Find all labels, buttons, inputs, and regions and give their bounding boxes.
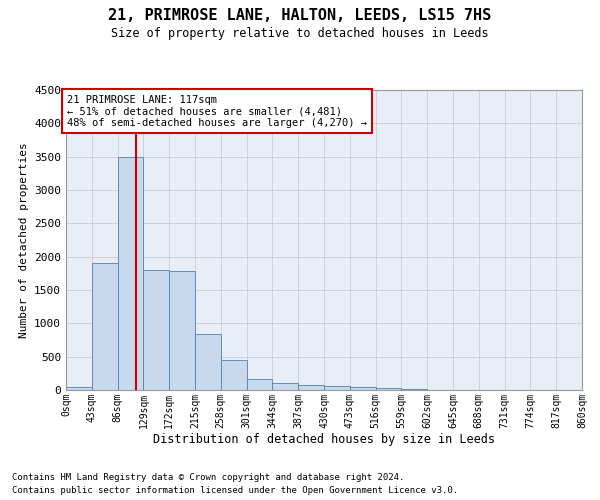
Bar xyxy=(169,270,195,390)
Bar xyxy=(66,387,92,390)
Bar xyxy=(376,388,401,390)
Text: Distribution of detached houses by size in Leeds: Distribution of detached houses by size … xyxy=(153,432,495,446)
Bar xyxy=(350,387,376,390)
Text: Contains public sector information licensed under the Open Government Licence v3: Contains public sector information licen… xyxy=(12,486,458,495)
Bar xyxy=(272,383,298,390)
Bar xyxy=(118,156,143,390)
Text: 21, PRIMROSE LANE, HALTON, LEEDS, LS15 7HS: 21, PRIMROSE LANE, HALTON, LEEDS, LS15 7… xyxy=(109,8,491,22)
Bar xyxy=(143,270,169,390)
Bar xyxy=(247,379,272,390)
Bar xyxy=(92,264,118,390)
Bar xyxy=(221,360,247,390)
Text: 21 PRIMROSE LANE: 117sqm
← 51% of detached houses are smaller (4,481)
48% of sem: 21 PRIMROSE LANE: 117sqm ← 51% of detach… xyxy=(67,94,367,128)
Bar xyxy=(324,386,350,390)
Y-axis label: Number of detached properties: Number of detached properties xyxy=(19,142,29,338)
Text: Size of property relative to detached houses in Leeds: Size of property relative to detached ho… xyxy=(111,28,489,40)
Bar xyxy=(195,334,221,390)
Bar xyxy=(298,385,324,390)
Text: Contains HM Land Registry data © Crown copyright and database right 2024.: Contains HM Land Registry data © Crown c… xyxy=(12,472,404,482)
